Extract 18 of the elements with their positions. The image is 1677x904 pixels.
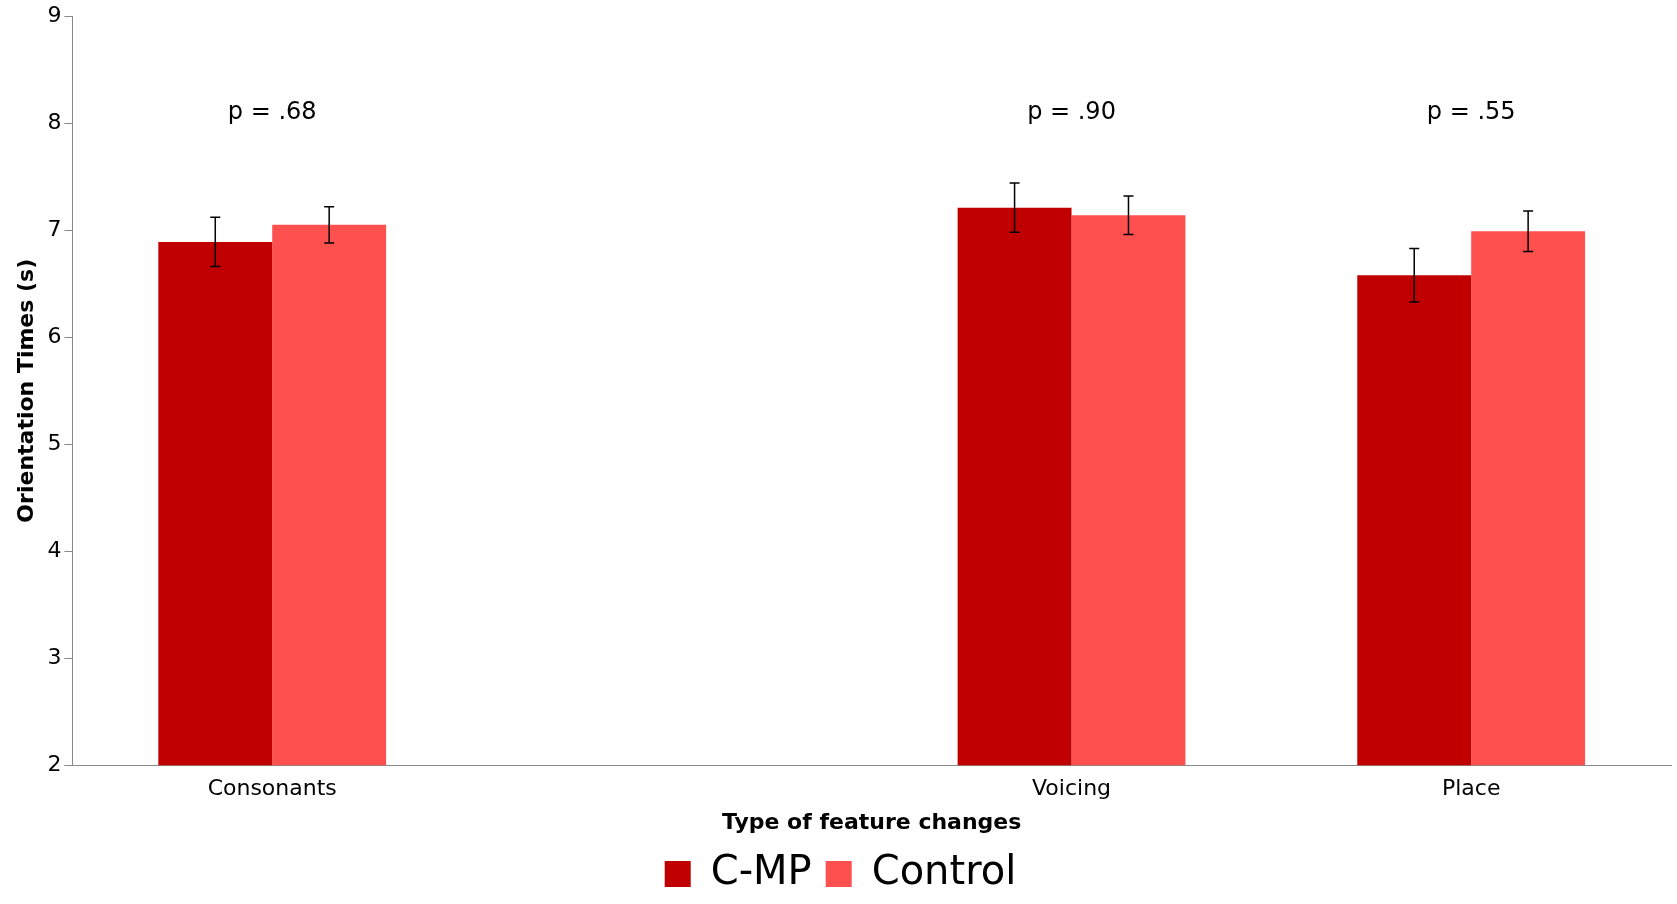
y-tick-label: 6: [47, 322, 62, 348]
y-tick-label: 3: [47, 643, 62, 669]
x-tick-label: Consonants: [207, 775, 337, 801]
y-tick-label: 5: [47, 429, 62, 455]
y-tick-label: 9: [47, 1, 62, 27]
y-tick-label: 7: [47, 215, 62, 241]
y-axis-title: Orientation Times (s): [12, 258, 38, 523]
legend-label: Control: [871, 847, 1017, 894]
legend-label: C-MP: [710, 847, 812, 894]
annotation: p = .68: [227, 97, 317, 126]
y-tick-label: 8: [47, 108, 62, 134]
y-tick-label: 2: [47, 750, 62, 776]
x-tick-label: Place: [1441, 775, 1501, 801]
x-axis-title: Type of feature changes: [722, 808, 1022, 834]
annotation: p = .90: [1027, 97, 1116, 126]
y-tick-label: 4: [47, 536, 62, 562]
annotation: p = .55: [1426, 97, 1516, 126]
x-tick-label: Voicing: [1032, 775, 1112, 801]
